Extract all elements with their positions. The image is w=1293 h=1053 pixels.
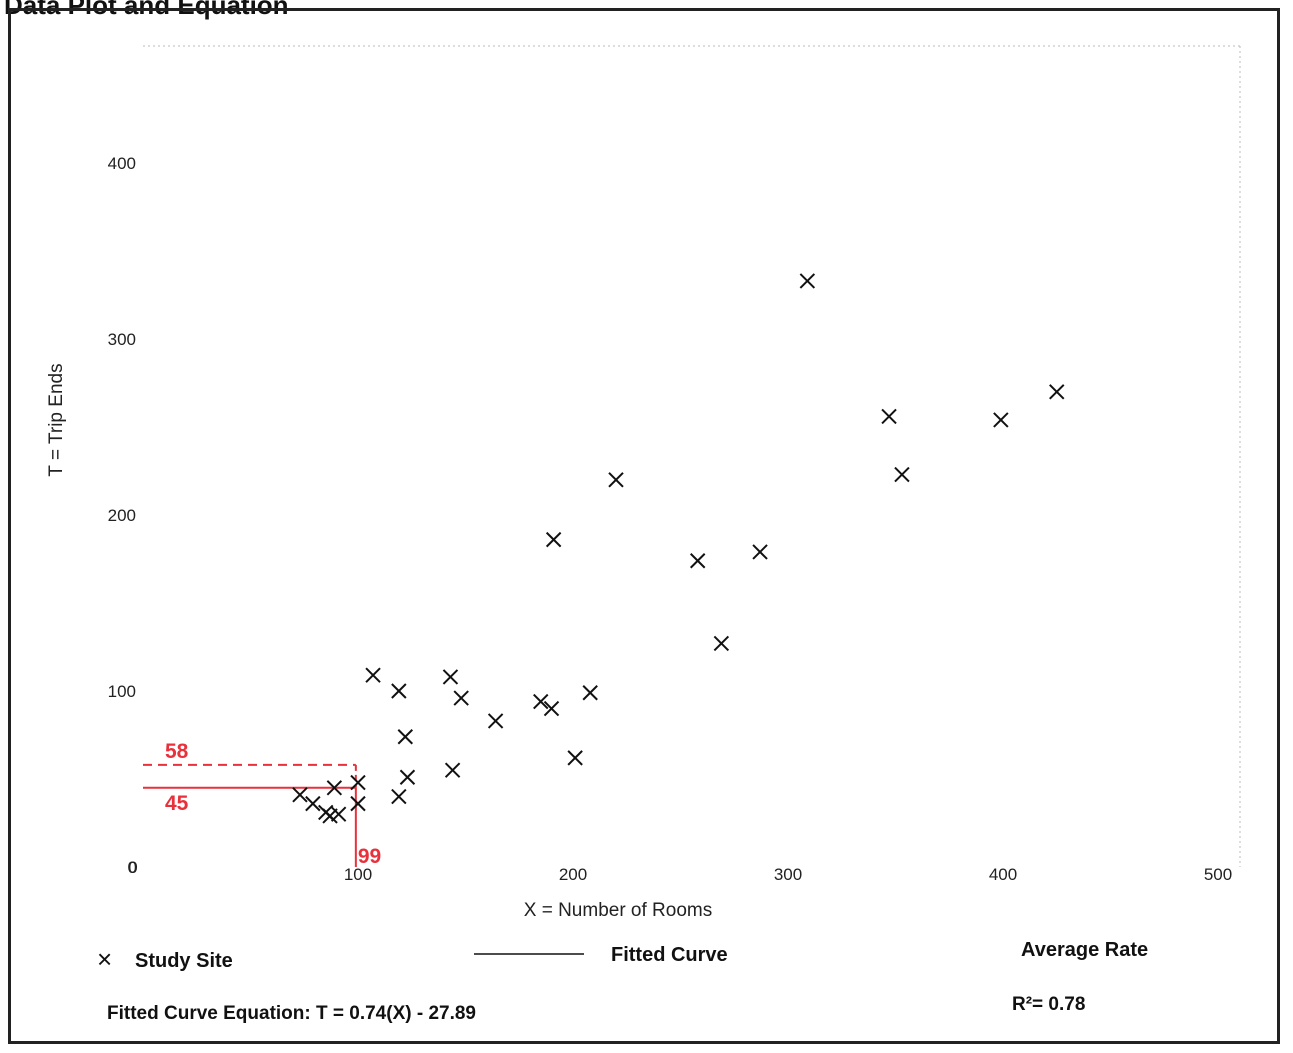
x-tick-label: 500 bbox=[1204, 865, 1232, 884]
point-stroke bbox=[713, 635, 730, 652]
x-tick-label: 200 bbox=[559, 865, 587, 884]
study-site-point bbox=[330, 806, 347, 822]
study-site-point bbox=[1049, 384, 1065, 400]
study-site-point bbox=[487, 713, 504, 729]
study-site-point bbox=[881, 408, 897, 425]
study-site-point bbox=[444, 762, 461, 778]
study-site-point bbox=[608, 472, 624, 488]
study-site-point bbox=[397, 729, 414, 745]
point-stroke bbox=[326, 780, 343, 796]
plot-area-border bbox=[143, 45, 1241, 867]
legend-fitted-curve: Fitted Curve bbox=[611, 944, 728, 966]
point-stroke bbox=[397, 729, 414, 745]
data-points bbox=[292, 273, 1065, 824]
y-axis-label: T = Trip Ends bbox=[46, 363, 67, 476]
study-site-point bbox=[391, 683, 407, 699]
study-site-point bbox=[391, 788, 407, 805]
study-site-point bbox=[442, 669, 459, 685]
point-stroke bbox=[350, 795, 366, 812]
point-stroke bbox=[1049, 384, 1065, 400]
y-tick-label: 100 bbox=[108, 682, 136, 701]
study-site-point bbox=[752, 544, 768, 560]
x-tick-label: 0 bbox=[128, 858, 137, 877]
point-stroke bbox=[533, 693, 549, 710]
x-axis-label: X = Number of Rooms bbox=[524, 900, 713, 921]
point-stroke bbox=[350, 774, 366, 791]
point-stroke bbox=[608, 472, 624, 488]
x-tick-label: 300 bbox=[774, 865, 802, 884]
study-site-point bbox=[305, 795, 321, 812]
point-stroke bbox=[567, 750, 583, 766]
point-stroke bbox=[881, 408, 897, 425]
study-site-point bbox=[292, 787, 308, 803]
study-site-point bbox=[689, 553, 706, 569]
y-tick-label: 200 bbox=[108, 506, 136, 525]
study-site-point bbox=[350, 774, 366, 791]
y-tick-label: 300 bbox=[108, 330, 136, 349]
x-tick-label: 100 bbox=[344, 865, 372, 884]
chart-frame bbox=[8, 8, 1280, 1044]
study-site-point bbox=[567, 750, 583, 766]
fitted-curve-equation: Fitted Curve Equation: T = 0.74(X) - 27.… bbox=[107, 1003, 476, 1024]
point-stroke bbox=[752, 544, 768, 560]
study-site-point bbox=[993, 412, 1009, 428]
fitted-curve-line-icon bbox=[474, 953, 584, 955]
point-stroke bbox=[689, 553, 706, 569]
y-axis-ticks: 0 100 200 300 400 bbox=[108, 154, 137, 877]
study-site-point bbox=[713, 635, 730, 652]
point-stroke bbox=[399, 769, 416, 785]
point-stroke bbox=[444, 762, 461, 778]
point-stroke bbox=[453, 690, 469, 706]
point-stroke bbox=[292, 787, 308, 803]
legend-study-site: Study Site bbox=[135, 950, 233, 972]
point-stroke bbox=[545, 531, 562, 548]
point-stroke bbox=[330, 806, 347, 822]
x-axis-ticks: 0 100 200 300 400 500 bbox=[128, 858, 1232, 884]
study-site-point bbox=[350, 795, 366, 812]
point-stroke bbox=[993, 412, 1009, 428]
study-site-marker-icon: × bbox=[97, 944, 113, 974]
annotation-58-label: 58 bbox=[165, 740, 189, 763]
y-tick-label: 0 bbox=[128, 858, 137, 877]
study-site-point bbox=[545, 531, 562, 548]
point-stroke bbox=[543, 700, 560, 717]
annotation-99-label: 99 bbox=[358, 845, 381, 868]
study-site-point bbox=[799, 273, 816, 289]
r-squared-value: R²= 0.78 bbox=[1012, 994, 1086, 1015]
point-stroke bbox=[894, 466, 910, 483]
study-site-point bbox=[399, 769, 416, 785]
study-site-point bbox=[326, 780, 343, 796]
point-stroke bbox=[391, 683, 407, 699]
study-site-point bbox=[894, 466, 910, 483]
point-stroke bbox=[305, 795, 321, 812]
point-stroke bbox=[487, 713, 504, 729]
study-site-point bbox=[582, 685, 598, 701]
study-site-point bbox=[453, 690, 469, 706]
study-site-point bbox=[543, 700, 560, 717]
study-site-point bbox=[365, 667, 381, 683]
point-stroke bbox=[391, 788, 407, 805]
point-stroke bbox=[582, 685, 598, 701]
x-tick-label: 400 bbox=[989, 865, 1017, 884]
point-stroke bbox=[365, 667, 381, 683]
annotation-lines: 58 45 99 bbox=[143, 740, 381, 868]
annotation-45-label: 45 bbox=[165, 792, 189, 815]
study-site-point bbox=[533, 693, 549, 710]
point-stroke bbox=[442, 669, 459, 685]
point-stroke bbox=[799, 273, 816, 289]
y-tick-label: 400 bbox=[108, 154, 136, 173]
legend-average-rate: Average Rate bbox=[1021, 939, 1149, 961]
